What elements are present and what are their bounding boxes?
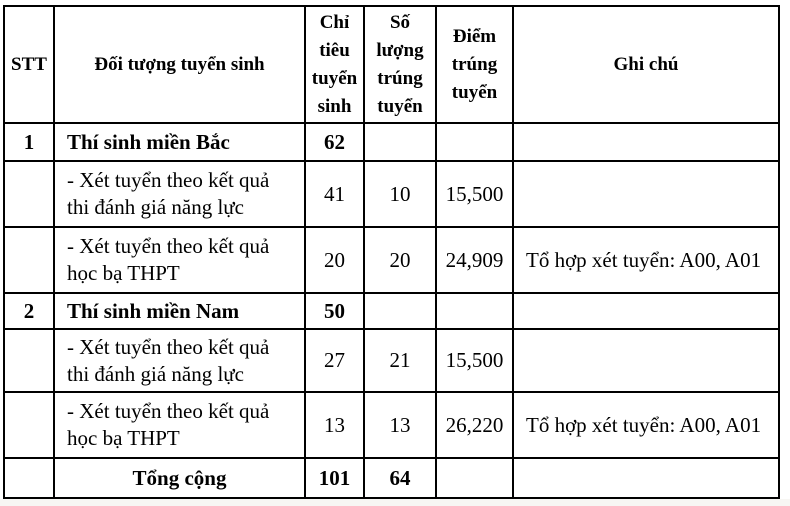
cell-so-luong: 21 [363,328,437,393]
cell-so-luong [363,292,437,330]
cell-so-luong: 13 [363,391,437,459]
cell-diem: 26,220 [435,391,514,459]
cell-ghi-chu: Tổ hợp xét tuyển: A00, A01 [512,226,780,294]
cell-doi-tuong: - Xét tuyển theo kết quả học bạ THPT [53,391,306,459]
cell-ghi-chu [512,122,780,162]
cell-stt [3,160,55,228]
col-header-so-luong-trung-tuyen: Số lượng trúng tuyển [363,5,437,124]
cell-chi-tieu: 62 [304,122,365,162]
cell-doi-tuong: Tổng cộng [53,457,306,499]
cell-ghi-chu [512,328,780,393]
col-header-stt: STT [3,5,55,124]
cell-doi-tuong: - Xét tuyển theo kết quả học bạ THPT [53,226,306,294]
cell-doi-tuong: Thí sinh miền Nam [53,292,306,330]
cell-diem: 15,500 [435,160,514,228]
table-row: Tổng cộng 101 64 [3,457,780,499]
cell-ghi-chu [512,292,780,330]
cell-doi-tuong: - Xét tuyển theo kết quả thi đánh giá nă… [53,328,306,393]
header-row: STT Đối tượng tuyển sinh Chỉ tiêu tuyển … [3,5,780,124]
cell-so-luong: 64 [363,457,437,499]
cell-chi-tieu: 20 [304,226,365,294]
col-header-ghi-chu: Ghi chú [512,5,780,124]
table-row: 2 Thí sinh miền Nam 50 [3,292,780,330]
cell-so-luong [363,122,437,162]
table-row: - Xét tuyển theo kết quả học bạ THPT 20 … [3,226,780,294]
admissions-table: STT Đối tượng tuyển sinh Chỉ tiêu tuyển … [3,5,780,499]
page-bottom-edge [0,499,790,506]
cell-chi-tieu: 41 [304,160,365,228]
cell-doi-tuong: Thí sinh miền Bắc [53,122,306,162]
col-header-diem-trung-tuyen: Điểm trúng tuyển [435,5,514,124]
table-row: - Xét tuyển theo kết quả thi đánh giá nă… [3,160,780,228]
cell-diem [435,122,514,162]
col-header-doi-tuong-tuyen-sinh: Đối tượng tuyển sinh [53,5,306,124]
col-header-chi-tieu-tuyen-sinh: Chỉ tiêu tuyển sinh [304,5,365,124]
table-body: 1 Thí sinh miền Bắc 62 - Xét tuyển theo … [3,122,780,499]
table-row: - Xét tuyển theo kết quả học bạ THPT 13 … [3,391,780,459]
cell-stt [3,328,55,393]
cell-diem [435,292,514,330]
cell-stt [3,226,55,294]
cell-stt: 2 [3,292,55,330]
cell-chi-tieu: 13 [304,391,365,459]
table-row: 1 Thí sinh miền Bắc 62 [3,122,780,162]
cell-ghi-chu [512,160,780,228]
cell-stt [3,457,55,499]
table-row: - Xét tuyển theo kết quả thi đánh giá nă… [3,328,780,393]
cell-ghi-chu: Tổ hợp xét tuyển: A00, A01 [512,391,780,459]
cell-diem: 15,500 [435,328,514,393]
cell-stt: 1 [3,122,55,162]
cell-diem [435,457,514,499]
cell-stt [3,391,55,459]
cell-ghi-chu [512,457,780,499]
cell-so-luong: 20 [363,226,437,294]
cell-chi-tieu: 101 [304,457,365,499]
cell-so-luong: 10 [363,160,437,228]
cell-doi-tuong: - Xét tuyển theo kết quả thi đánh giá nă… [53,160,306,228]
cell-chi-tieu: 50 [304,292,365,330]
cell-diem: 24,909 [435,226,514,294]
cell-chi-tieu: 27 [304,328,365,393]
